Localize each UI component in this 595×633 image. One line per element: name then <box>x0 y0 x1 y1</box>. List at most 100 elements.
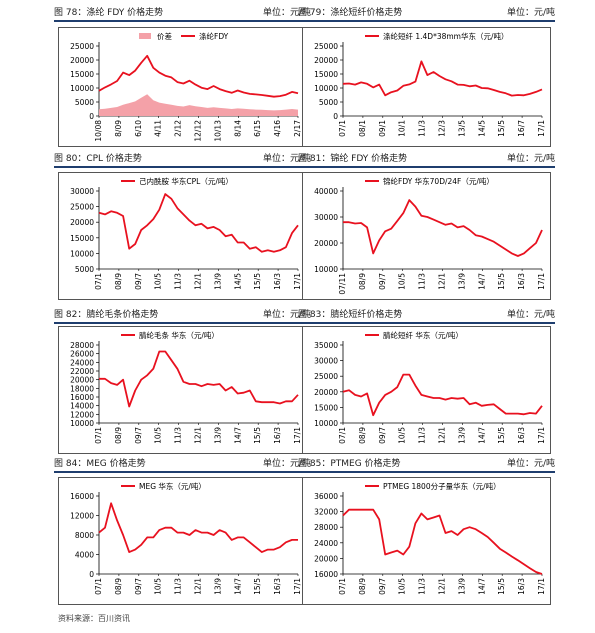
caption-rule <box>54 322 311 324</box>
chart-svg: 0 5000 10000 15000 20000 25000 10/08 8/09 6/10 4/… <box>70 31 302 142</box>
y-tick-label: 18000 <box>70 384 94 393</box>
caption-rule <box>54 471 311 473</box>
x-tick-label: 11/3 <box>174 273 183 290</box>
y-tick-label: 12000 <box>70 512 94 521</box>
y-tick-label: 5000 <box>319 98 338 107</box>
plot-frame: 10000 12000 14000 16000 18000 20000 22000 24000… <box>58 326 307 454</box>
legend-label: 己内酰胺 华东CPL（元/吨） <box>139 176 233 186</box>
x-tick-label: 07/1 <box>338 427 347 444</box>
legend-label: 涤纶短纤 1.4D*38mm华东（元/吨） <box>383 31 509 41</box>
x-tick-label: 14/7 <box>477 427 486 444</box>
chart-svg: 16000 20000 24000 28000 32000 36000 07/1 08/9 09… <box>314 481 546 595</box>
x-tick-label: 10/5 <box>154 578 163 595</box>
chart-svg: 1000012000140001600018000200002200024000… <box>70 330 302 444</box>
legend-label: 腈纶毛条 华东（元/吨） <box>139 330 219 340</box>
legend-label: 价差 <box>157 31 172 41</box>
x-tick-label: 12/1 <box>438 427 447 444</box>
x-tick-label: 14/7 <box>477 578 486 595</box>
line-series <box>342 508 543 575</box>
x-tick-label: 10/13 <box>213 120 222 142</box>
x-tick-label: 07/1 <box>338 120 347 137</box>
y-tick-label: 20000 <box>70 218 94 227</box>
x-tick-label: 15/5 <box>497 578 506 595</box>
y-tick-label: 32000 <box>314 508 338 517</box>
x-tick-label: 07/1 <box>94 273 103 290</box>
x-tick-label: 09/7 <box>378 273 387 290</box>
legend-label: 锦纶FDY 华东70D/24F（元/吨） <box>383 176 494 186</box>
x-tick-label: 12/1 <box>194 273 203 290</box>
plot-frame: 5000 10000 15000 20000 25000 30000 07/1 08/9 09/… <box>58 172 307 300</box>
x-tick-label: 16/3 <box>273 578 282 595</box>
y-tick-label: 15000 <box>70 70 94 79</box>
chart-panel-80: 图 80：CPL 价格走势 单位：元/吨 5000 10000 15000 20000 2… <box>54 150 311 300</box>
y-tick-label: 10000 <box>314 419 338 428</box>
x-tick-label: 08/9 <box>358 427 367 444</box>
x-tick-label: 08/9 <box>358 273 367 290</box>
plot-frame: 0 5000 10000 15000 20000 25000 10/08 8/09 6/10 4/… <box>58 27 307 147</box>
x-tick-label: 12/1 <box>438 578 447 595</box>
caption-rule <box>298 471 555 473</box>
y-tick-label: 25000 <box>314 42 338 51</box>
y-tick-label: 10000 <box>314 265 338 274</box>
x-tick-label: 12/1 <box>438 273 447 290</box>
y-tick-label: 24000 <box>314 539 338 548</box>
x-tick-label: 10/5 <box>154 427 163 444</box>
caption-rule <box>298 20 555 22</box>
y-tick-label: 10000 <box>70 419 94 428</box>
x-tick-label: 6/10 <box>134 120 143 137</box>
unit-label: 单位：元/吨 <box>262 153 311 164</box>
chart-panel-83: 图 83：腈纶短纤价格走势 单位：元/吨 10000 15000 20000 25000… <box>298 306 555 454</box>
unit-label: 单位：元/吨 <box>262 7 311 18</box>
x-tick-label: 08/9 <box>114 427 123 444</box>
y-tick-label: 30000 <box>314 213 338 222</box>
y-tick-label: 40000 <box>314 187 338 196</box>
x-tick-label: 16/3 <box>517 273 526 290</box>
unit-label: 单位：元/吨 <box>506 458 555 469</box>
chart-svg: 10000 15000 20000 25000 30000 35000 07/1 08/9 09… <box>314 330 546 444</box>
chart-svg: 0 4000 8000 12000 16000 07/1 08/9 09/7 10/5 11/3 1… <box>70 481 302 595</box>
caption-rule <box>54 166 311 168</box>
y-tick-label: 15000 <box>70 234 94 243</box>
unit-label: 单位：元/吨 <box>506 7 555 18</box>
legend-label: 腈纶短纤 华东（元/吨） <box>383 330 463 340</box>
x-tick-label: 10/5 <box>398 273 407 290</box>
plot-frame: 0 4000 8000 12000 16000 07/1 08/9 09/7 10/5 11/3 1… <box>58 477 307 605</box>
chart-panel-79: 图 79：涤纶短纤价格走势 单位：元/吨 0 5000 10000 15000 20000… <box>298 4 555 149</box>
x-tick-label: 13/5 <box>457 120 466 137</box>
plot-frame: 10000 20000 30000 40000 07/11 08/9 09/7 10/5 11/… <box>302 172 551 300</box>
y-tick-label: 10000 <box>70 84 94 93</box>
x-tick-label: 12/3 <box>438 120 447 137</box>
x-tick-label: 09/7 <box>378 578 387 595</box>
x-tick-label: 14/7 <box>233 427 242 444</box>
y-tick-label: 10000 <box>314 84 338 93</box>
chart-panel-78: 图 78：涤纶 FDY 价格走势 单位：元/吨 0 5000 10000 15000 20… <box>54 4 311 149</box>
chart-panel-82: 图 82：腈纶毛条价格走势 单位：元/吨 10000 12000 14000 16000… <box>54 306 311 454</box>
y-tick-label: 20000 <box>314 554 338 563</box>
line-series <box>98 502 298 553</box>
x-tick-label: 09/1 <box>378 120 387 137</box>
legend-label: MEG 华东（元/吨） <box>139 481 206 491</box>
caption: 图 79：涤纶短纤价格走势 <box>298 7 403 18</box>
chart-svg: 10000 20000 30000 40000 07/11 08/9 09/7 10/5 11/… <box>314 176 546 295</box>
x-tick-label: 09/7 <box>134 578 143 595</box>
x-tick-label: 10/5 <box>398 427 407 444</box>
x-tick-label: 10/1 <box>398 120 407 137</box>
y-tick-label: 20000 <box>314 56 338 65</box>
x-tick-label: 16/3 <box>273 427 282 444</box>
x-tick-label: 15/5 <box>253 578 262 595</box>
x-tick-label: 15/5 <box>497 120 506 137</box>
y-tick-label: 20000 <box>70 376 94 385</box>
x-tick-label: 15/5 <box>497 273 506 290</box>
line-series <box>342 60 543 97</box>
x-tick-label: 15/5 <box>497 427 506 444</box>
y-tick-label: 4000 <box>75 551 94 560</box>
x-tick-label: 11/3 <box>418 578 427 595</box>
caption: 图 84：MEG 价格走势 <box>54 458 146 469</box>
line-series <box>99 350 299 408</box>
y-tick-label: 16000 <box>70 393 94 402</box>
x-tick-label: 09/7 <box>134 427 143 444</box>
x-tick-label: 07/1 <box>94 578 103 595</box>
y-tick-label: 20000 <box>314 388 338 397</box>
x-tick-label: 15/5 <box>253 427 262 444</box>
unit-label: 单位：元/吨 <box>506 153 555 164</box>
